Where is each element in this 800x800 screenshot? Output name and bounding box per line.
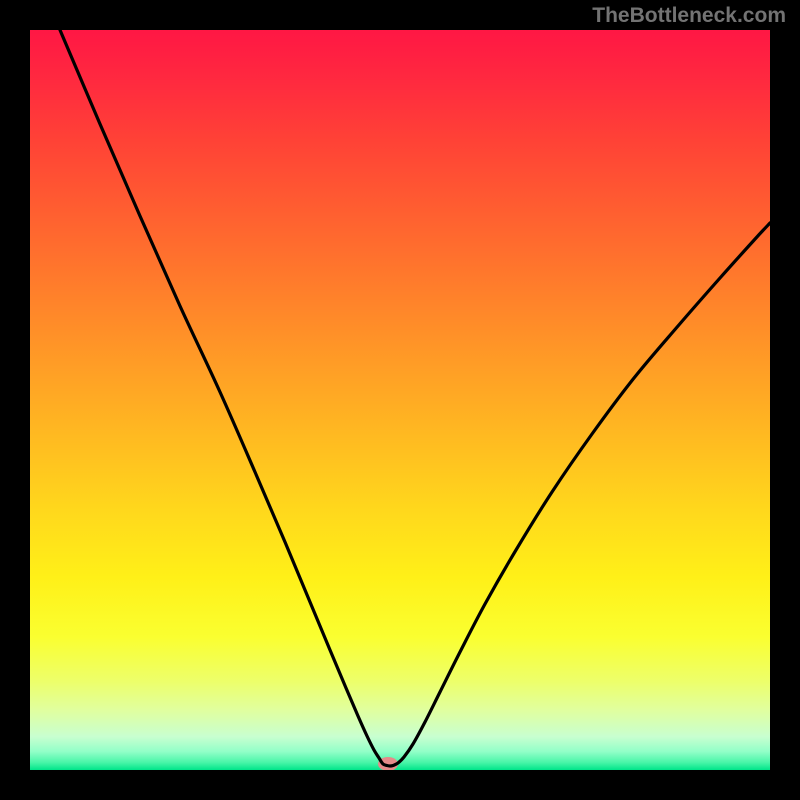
watermark-text: TheBottleneck.com <box>592 4 786 28</box>
chart-svg <box>30 30 770 770</box>
gradient-rect <box>30 30 770 770</box>
bottleneck-chart <box>30 30 770 770</box>
